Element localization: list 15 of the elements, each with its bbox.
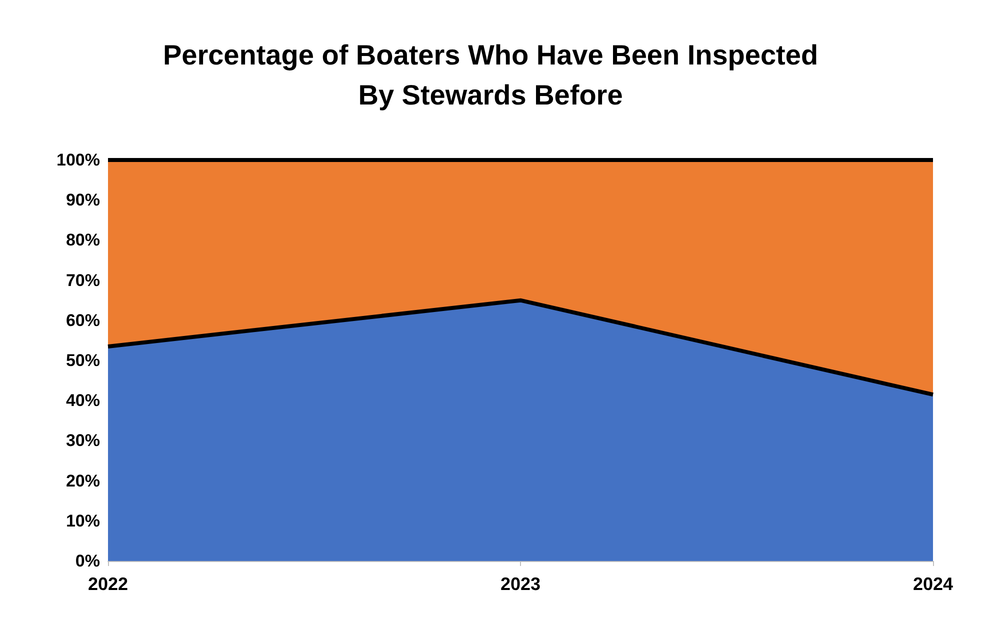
y-tick-label: 30% xyxy=(66,431,100,450)
y-tick-label: 0% xyxy=(75,552,100,570)
y-tick-label: 90% xyxy=(66,190,100,210)
y-tick-label: 50% xyxy=(66,351,100,370)
chart-title: Percentage of Boaters Who Have Been Inspected By Stewards Before xyxy=(162,40,818,110)
x-tick-label: 2022 xyxy=(88,574,128,594)
x-tick-label: 2023 xyxy=(500,574,541,594)
y-tick-label: 20% xyxy=(66,471,100,490)
y-tick-label: 40% xyxy=(66,391,100,410)
y-tick-label: 100% xyxy=(56,150,100,170)
x-tick-label: 2024 xyxy=(912,574,954,594)
y-tick-label: 70% xyxy=(66,270,100,290)
y-tick-label: 80% xyxy=(66,230,100,250)
y-tick-label: 10% xyxy=(66,511,100,530)
y-tick-label: 60% xyxy=(66,310,100,330)
